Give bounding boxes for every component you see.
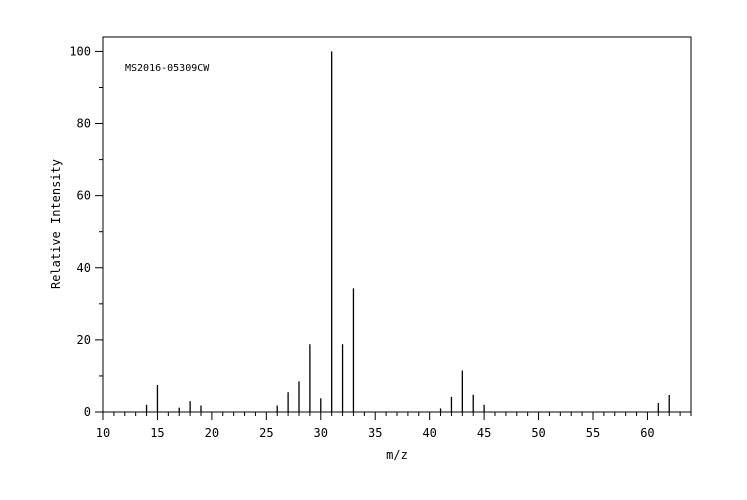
y-tick-label: 40 bbox=[77, 261, 91, 275]
y-tick-label: 0 bbox=[84, 405, 91, 419]
x-tick-label: 10 bbox=[96, 426, 110, 440]
x-tick-label: 40 bbox=[422, 426, 436, 440]
x-tick-label: 55 bbox=[586, 426, 600, 440]
spectrum-id-annotation: MS2016-05309CW bbox=[125, 63, 210, 74]
x-tick-label: 20 bbox=[205, 426, 219, 440]
y-tick-label: 80 bbox=[77, 117, 91, 131]
x-tick-label: 60 bbox=[640, 426, 654, 440]
y-tick-label: 20 bbox=[77, 333, 91, 347]
x-tick-label: 30 bbox=[314, 426, 328, 440]
x-tick-label: 50 bbox=[531, 426, 545, 440]
x-tick-label: 25 bbox=[259, 426, 273, 440]
spectrum-peaks bbox=[145, 51, 670, 412]
x-tick-label: 35 bbox=[368, 426, 382, 440]
x-axis-ticks: 10 15 20 25 30 35 40 45 50 55 60 bbox=[96, 412, 692, 440]
x-axis-label: m/z bbox=[386, 448, 408, 462]
x-tick-label: 45 bbox=[477, 426, 491, 440]
y-tick-label: 60 bbox=[77, 189, 91, 203]
x-tick-label: 15 bbox=[150, 426, 164, 440]
y-axis-label: Relative Intensity bbox=[49, 159, 63, 289]
plot-frame bbox=[102, 36, 692, 413]
y-axis-ticks: 0 20 40 60 80 100 bbox=[69, 44, 103, 419]
y-tick-label: 100 bbox=[69, 44, 91, 58]
